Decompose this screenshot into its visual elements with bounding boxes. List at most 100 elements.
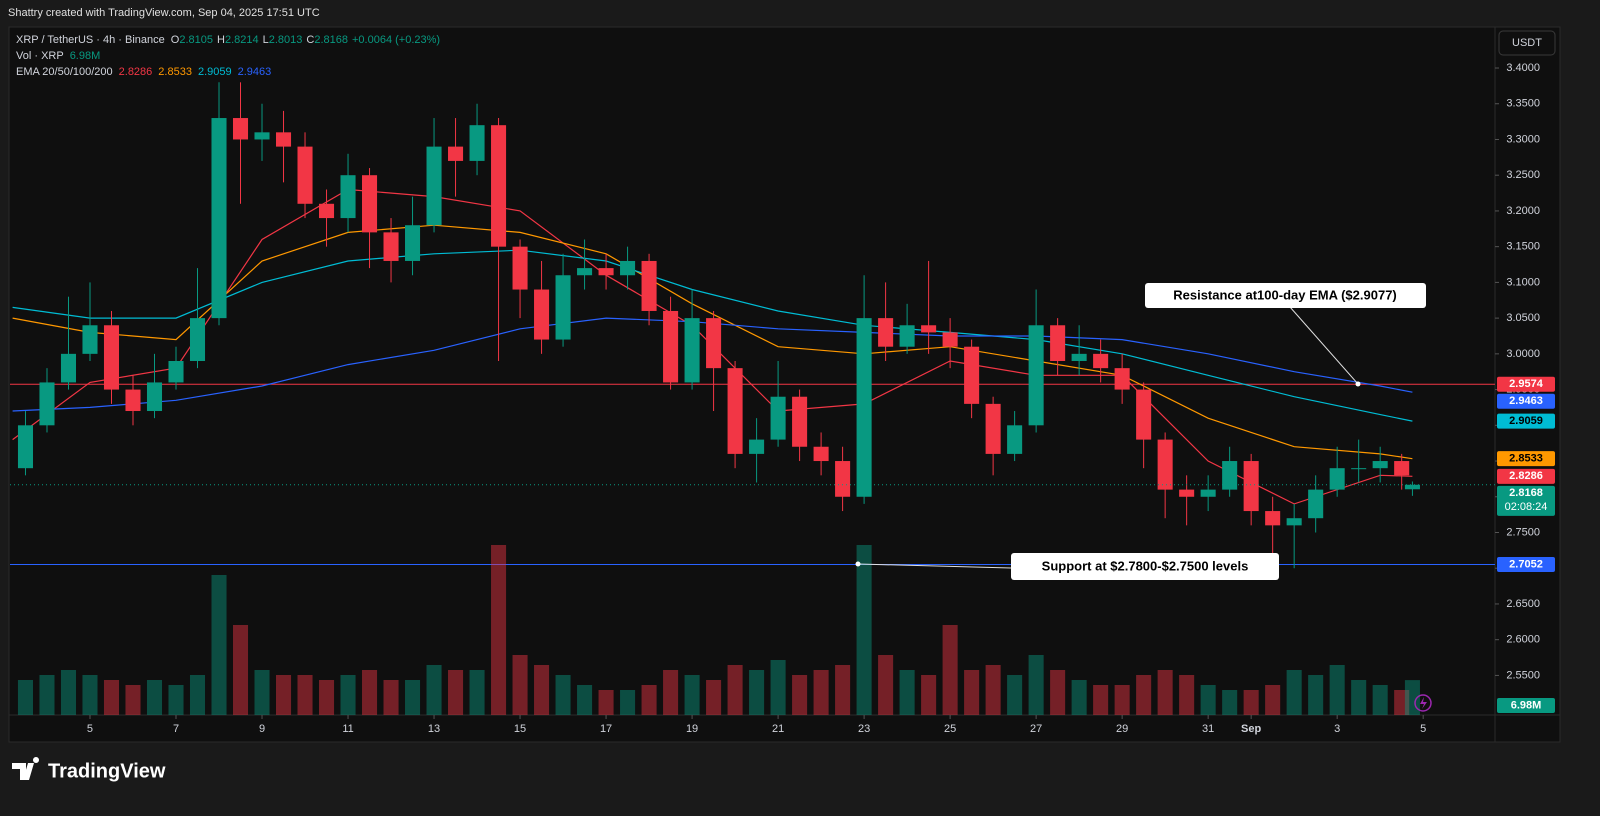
l-label: L <box>263 34 269 46</box>
ema-value: 2.8533 <box>158 66 192 78</box>
volume-bar <box>362 670 378 715</box>
candle-body <box>383 232 399 261</box>
x-tick-label: 27 <box>1030 723 1042 735</box>
x-tick-label: 23 <box>858 723 870 735</box>
ema-title: EMA 20/50/100/200 <box>16 66 113 78</box>
volume-bar <box>254 670 270 715</box>
y-tick-label: 3.2500 <box>1506 169 1540 181</box>
candle-body <box>60 353 77 383</box>
candle-body <box>211 118 227 319</box>
candle-body <box>254 132 270 140</box>
price-tag <box>1497 376 1555 392</box>
ema-line <box>12 317 1413 412</box>
currency-label[interactable]: USDT <box>1512 37 1542 49</box>
volume-bar <box>17 680 34 715</box>
volume-bar <box>1351 680 1367 715</box>
candle-body <box>125 389 141 412</box>
volume-bar <box>82 675 98 715</box>
x-tick-label: 19 <box>686 723 698 735</box>
volume-bar <box>1136 675 1152 715</box>
candle-body <box>103 325 120 390</box>
candle-body <box>577 268 593 276</box>
ema-line <box>12 249 1413 422</box>
volume-bar <box>275 675 292 715</box>
volume-bar <box>1050 670 1066 715</box>
candle-body <box>491 125 507 247</box>
volume-bar <box>727 665 743 715</box>
candle-body <box>1136 389 1152 440</box>
candle-body <box>684 318 700 383</box>
y-tick-label: 3.1500 <box>1506 241 1540 253</box>
candle-body <box>275 132 292 147</box>
volume-bar <box>706 680 722 715</box>
x-tick-label: 5 <box>1420 723 1426 735</box>
candle-body <box>39 382 55 426</box>
candle-body <box>146 382 163 412</box>
candle-body <box>1329 468 1345 490</box>
candle-body <box>1179 489 1195 497</box>
countdown: 02:08:24 <box>1505 501 1548 513</box>
volume-bar <box>620 690 636 715</box>
candle-body <box>749 439 765 454</box>
candle-body <box>792 396 808 447</box>
candle-body <box>1308 489 1324 519</box>
volume-bar <box>964 670 980 715</box>
volume-tag <box>1497 698 1555 713</box>
candle-body <box>706 318 722 369</box>
currency-button[interactable] <box>1498 30 1556 56</box>
candle-body <box>813 446 829 462</box>
y-tick-label: 3.3500 <box>1506 98 1540 110</box>
y-tick-label: 2.6500 <box>1506 598 1540 610</box>
volume-bar <box>1157 670 1173 715</box>
volume-bar <box>448 670 464 715</box>
volume-bar <box>663 670 679 715</box>
volume-bar <box>469 670 485 715</box>
candle-body <box>1394 461 1410 476</box>
candle-body <box>340 175 356 219</box>
volume-bar <box>942 625 958 715</box>
overlay: 3.4000 3.3500 3.3000 3.2500 3.2000 3.1500 3.10… <box>87 62 1555 735</box>
o-value: 2.8105 <box>179 34 213 46</box>
price-tag <box>1497 557 1555 573</box>
alert-bolt <box>1420 697 1427 709</box>
volume-bar <box>598 690 614 715</box>
candle-body <box>469 125 485 161</box>
volume-bar <box>985 665 1001 715</box>
price-tag-label: 2.8168 <box>1509 487 1543 499</box>
x-tick-label: 7 <box>173 723 179 735</box>
volume-bar <box>856 545 872 715</box>
annotation-pointer <box>857 563 1012 569</box>
volume-bar <box>1007 675 1023 715</box>
price-tag <box>1497 393 1555 409</box>
y-tick-label: 3.3000 <box>1506 133 1540 145</box>
volume-bar <box>1243 690 1259 715</box>
candle-body <box>297 146 313 204</box>
volume-bar <box>168 685 184 715</box>
candle-body <box>1286 518 1302 526</box>
volume-bar <box>1093 685 1109 715</box>
volume-bar <box>60 670 77 715</box>
y-tick-label: 2.7500 <box>1506 526 1540 538</box>
annotation-box <box>1145 283 1426 308</box>
legend-volume: Vol · XRP 6.98M <box>16 50 100 62</box>
alert-icon[interactable] <box>1414 694 1432 712</box>
volume-bar <box>103 680 120 715</box>
volume-bar <box>813 670 829 715</box>
volume-bar <box>684 675 700 715</box>
candle-body <box>405 225 421 261</box>
candle-body <box>1372 461 1388 469</box>
candle-body <box>663 310 679 383</box>
volume-bar <box>1028 655 1044 715</box>
candle-body <box>318 203 335 219</box>
candle-body <box>964 346 980 404</box>
price-tag-label: 2.8533 <box>1509 453 1543 465</box>
x-tick-label: 31 <box>1202 723 1214 735</box>
o-label: O <box>171 34 180 46</box>
volume-bar <box>318 680 335 715</box>
volume-bar <box>125 685 141 715</box>
candle-body <box>942 332 958 347</box>
candle-body <box>426 146 442 226</box>
x-tick-label: 17 <box>600 723 612 735</box>
price-tag-label: 2.9574 <box>1509 378 1544 390</box>
